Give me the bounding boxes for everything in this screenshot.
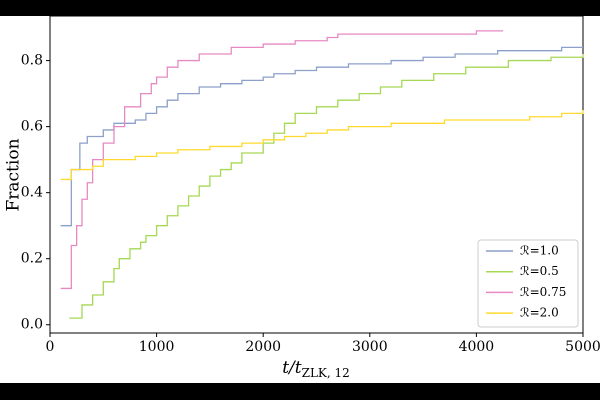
y-tick-label: 0.2: [21, 251, 43, 267]
x-label-main: t/t: [282, 358, 302, 378]
y-tick-label: 0.0: [21, 317, 43, 333]
x-tick-label: 4000: [459, 339, 495, 355]
legend-box: [477, 239, 579, 328]
legend-label: ℛ=2.0: [520, 306, 559, 320]
legend-label: ℛ=0.5: [520, 264, 559, 278]
y-tick-label: 0.8: [21, 53, 43, 69]
y-tick-label: 0.6: [21, 119, 43, 135]
legend-label: ℛ=1.0: [520, 244, 559, 258]
x-axis-label: t/tZLK, 12: [282, 358, 350, 380]
x-tick-label: 1000: [139, 339, 175, 355]
legend-label: ℛ=0.75: [520, 285, 566, 299]
series-line: [69, 53, 584, 319]
series-line: [60, 110, 584, 181]
x-tick-label: 0: [46, 339, 55, 355]
x-tick-label: 2000: [245, 339, 281, 355]
plot-frame: [49, 15, 584, 334]
letterbox-top: [0, 0, 600, 16]
x-label-sub: ZLK, 12: [302, 366, 350, 380]
x-tick-label: 3000: [352, 339, 388, 355]
y-tick-label: 0.4: [21, 185, 43, 201]
y-axis-label: Fraction: [4, 138, 24, 211]
x-tick-label: 5000: [565, 339, 600, 355]
series-line: [60, 30, 504, 290]
letterbox-bottom: [0, 383, 600, 400]
series-line: [60, 46, 583, 227]
